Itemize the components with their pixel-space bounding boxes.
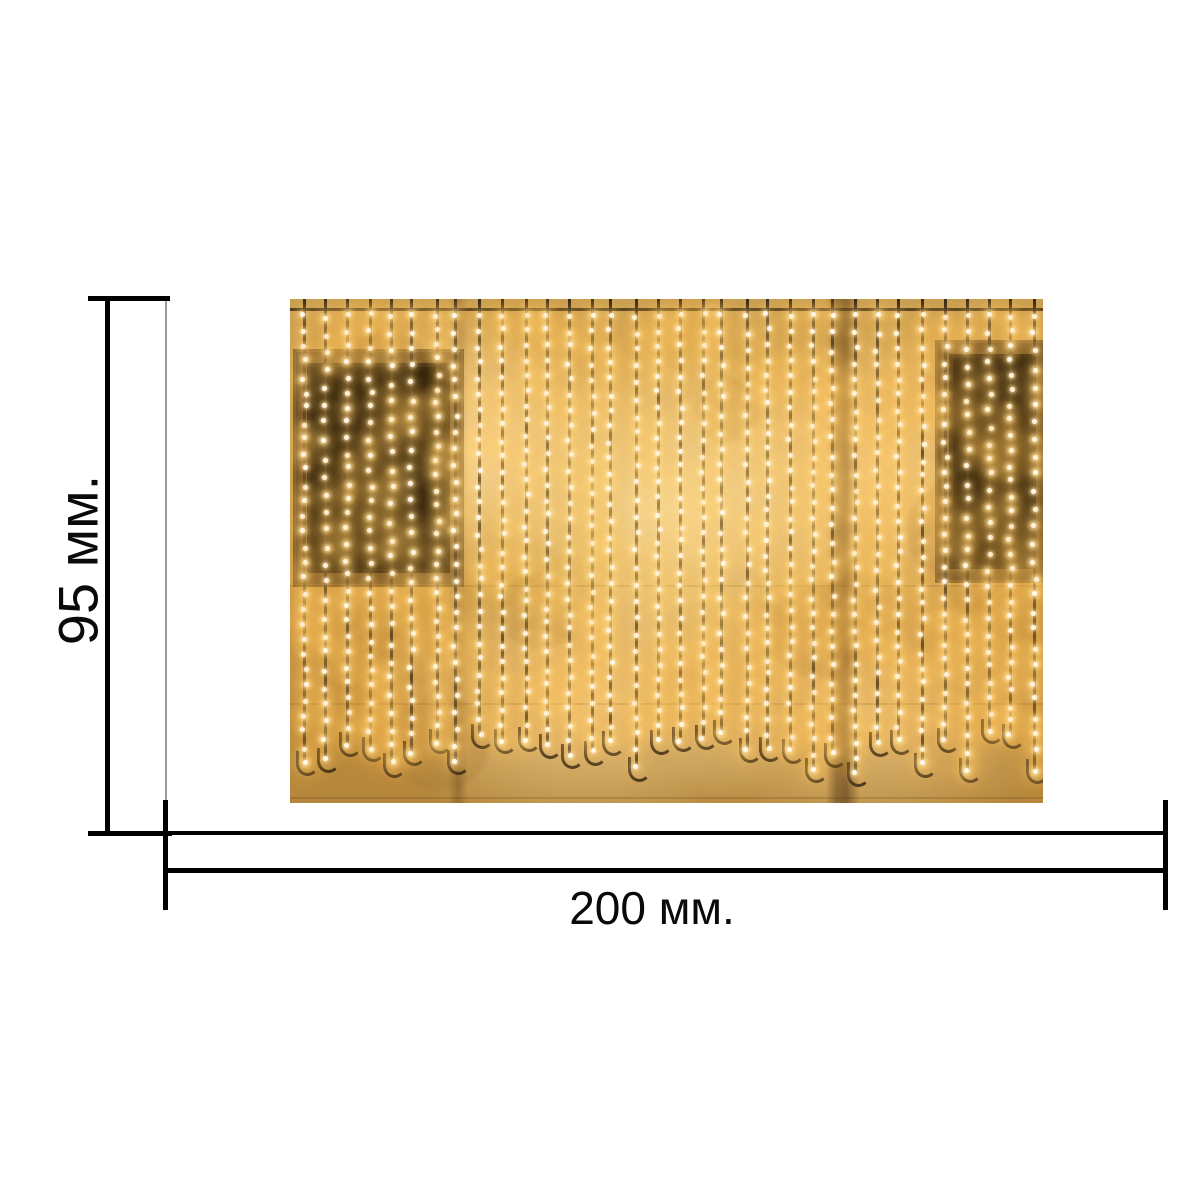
window-left: [296, 352, 461, 584]
dimension-line-width: [165, 868, 1167, 873]
height-dimension-label: 95 мм.: [46, 474, 110, 646]
product-photo: [290, 299, 1043, 803]
dimension-tick-right: [1163, 800, 1168, 910]
dimension-tick-left: [163, 800, 168, 910]
wall-seam: [290, 585, 1043, 587]
dimension-cap-top: [88, 296, 170, 301]
dimension-line-upper: [88, 831, 1167, 835]
dimension-line-height: [105, 298, 110, 835]
window-left-glass: [311, 367, 446, 569]
window-right-glass: [953, 358, 1029, 565]
window-right: [938, 343, 1043, 580]
extension-line-vertical: [165, 300, 167, 802]
width-dimension-label: 200 мм.: [569, 882, 735, 934]
wall-seam: [290, 797, 1043, 799]
wall-shadow-band-right: [826, 299, 860, 803]
wall-seam: [290, 703, 1043, 705]
